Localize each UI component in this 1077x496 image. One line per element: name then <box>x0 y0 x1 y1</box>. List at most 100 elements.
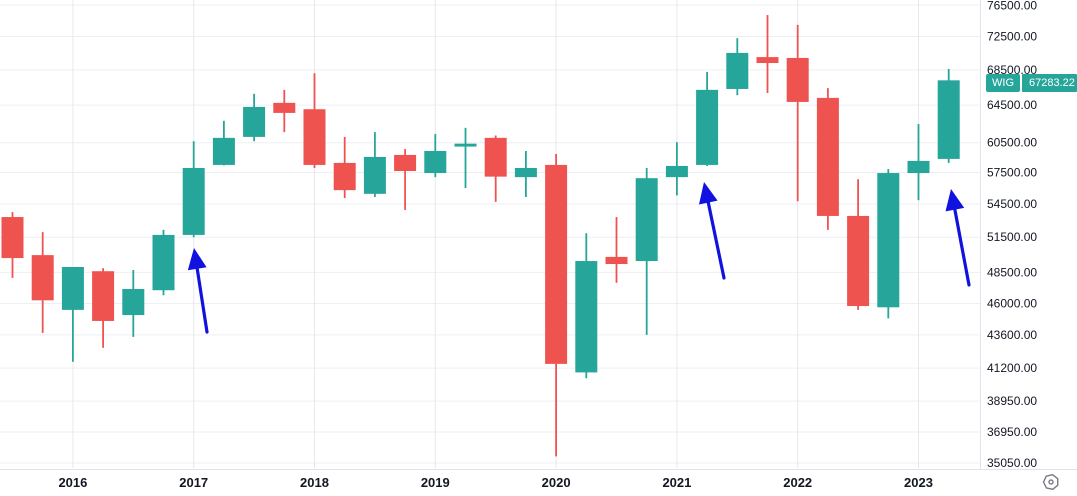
price-tick-label: 43600.00 <box>987 328 1037 342</box>
arrow-head <box>187 248 207 271</box>
candle-body <box>665 165 688 178</box>
candle-2016-Q1[interactable] <box>61 266 84 362</box>
candle-body <box>424 150 447 174</box>
arrow-annotation-2021-Q2[interactable] <box>698 182 726 280</box>
candle-body <box>514 167 537 178</box>
candle-2023-Q2[interactable] <box>937 68 960 163</box>
candle-body <box>243 106 266 137</box>
candle-2018-Q1[interactable] <box>303 73 326 168</box>
arrow-head <box>945 189 965 212</box>
candle-body <box>1 217 24 259</box>
candle-2021-Q1[interactable] <box>665 142 688 196</box>
arrow-shaft <box>195 264 209 334</box>
axis-divider-lines <box>0 0 1077 470</box>
candle-2018-Q4[interactable] <box>394 149 417 210</box>
candle-2018-Q2[interactable] <box>333 136 356 199</box>
arrow-shaft <box>706 198 726 280</box>
badge-symbol: WIG <box>986 74 1020 93</box>
candle-2019-Q4[interactable] <box>514 150 537 198</box>
candle-2022-Q3[interactable] <box>847 179 870 310</box>
price-axis[interactable] <box>980 0 1077 468</box>
candle-2019-Q1[interactable] <box>424 134 447 178</box>
gridlines <box>0 0 980 468</box>
candle-2020-Q3[interactable] <box>605 217 628 283</box>
candle-body <box>303 109 326 165</box>
candle-body <box>575 261 598 373</box>
candle-2019-Q3[interactable] <box>484 135 507 202</box>
arrow-annotations[interactable] <box>187 182 971 334</box>
last-price-badge: WIG 67283.22 <box>986 74 1077 93</box>
candle-body <box>756 57 779 64</box>
candle-body <box>273 102 296 113</box>
price-tick-label: 35050.00 <box>987 456 1037 470</box>
price-tick-label: 48500.00 <box>987 265 1037 279</box>
badge-value: 67283.22 <box>1022 74 1077 93</box>
candle-2016-Q2[interactable] <box>92 268 115 348</box>
year-label: 2021 <box>662 475 691 490</box>
candlestick-series[interactable] <box>1 15 960 457</box>
candle-body <box>847 215 870 307</box>
candle-body <box>394 154 417 172</box>
year-label: 2017 <box>179 475 208 490</box>
candle-body <box>816 97 839 216</box>
price-tick-label: 60500.00 <box>987 136 1037 150</box>
year-label: 2023 <box>904 475 933 490</box>
price-tick-label: 68500.00 <box>987 63 1037 77</box>
year-label: 2019 <box>421 475 450 490</box>
candle-2016-Q4[interactable] <box>152 229 175 296</box>
candle-body <box>907 160 930 174</box>
candle-2023-Q1[interactable] <box>907 124 930 201</box>
gear-icon <box>1042 473 1059 490</box>
price-tick-label: 54500.00 <box>987 197 1037 211</box>
price-tick-label: 36950.00 <box>987 425 1037 439</box>
candle-2017-Q4[interactable] <box>273 89 296 133</box>
price-tick-label: 64500.00 <box>987 98 1037 112</box>
candle-body <box>545 164 568 364</box>
candle-2019-Q2[interactable] <box>454 127 477 189</box>
year-label: 2016 <box>58 475 87 490</box>
candle-body <box>484 137 507 177</box>
price-tick-label: 51500.00 <box>987 230 1037 244</box>
candle-2022-Q4[interactable] <box>877 168 900 319</box>
candle-2022-Q2[interactable] <box>816 88 839 230</box>
candle-2020-Q2[interactable] <box>575 233 598 379</box>
candle-body <box>635 178 658 262</box>
candle-2015-Q4[interactable] <box>31 232 54 333</box>
arrow-annotation-2017-Q1[interactable] <box>187 248 209 334</box>
candle-2020-Q4[interactable] <box>635 167 658 335</box>
price-tick-label: 41200.00 <box>987 361 1037 375</box>
candle-body <box>605 256 628 265</box>
candle-2021-Q4[interactable] <box>756 15 779 93</box>
candle-2015-Q3[interactable] <box>1 212 24 278</box>
arrow-shaft <box>952 205 971 287</box>
candle-2017-Q1[interactable] <box>182 141 205 238</box>
price-tick-label: 76500.00 <box>987 0 1037 13</box>
candle-body <box>696 89 719 165</box>
candle-body <box>212 137 235 165</box>
arrow-head <box>698 182 718 205</box>
candle-2022-Q1[interactable] <box>786 24 809 202</box>
candle-body <box>454 143 477 147</box>
candle-2018-Q3[interactable] <box>363 132 386 198</box>
candle-2021-Q3[interactable] <box>726 38 749 96</box>
candle-body <box>937 80 960 159</box>
candle-body <box>152 234 175 291</box>
candle-body <box>726 52 749 89</box>
price-tick-label: 38950.00 <box>987 394 1037 408</box>
candle-body <box>61 266 84 310</box>
candle-2017-Q3[interactable] <box>243 93 266 142</box>
price-axis-labels: 76500.00 72500.00 68500.00 64500.00 60500.00… <box>987 0 1037 470</box>
price-scale-settings-button[interactable] <box>1041 472 1061 492</box>
candle-body <box>31 255 54 301</box>
candle-2016-Q3[interactable] <box>122 270 145 337</box>
candle-2017-Q2[interactable] <box>212 120 235 166</box>
arrow-annotation-2023-Q2[interactable] <box>945 189 971 287</box>
time-axis-labels: 2016 2017 2018 2019 2020 2021 2022 2023 <box>58 475 933 490</box>
price-tick-label: 46000.00 <box>987 296 1037 310</box>
candle-2020-Q1[interactable] <box>545 153 568 457</box>
candle-body <box>92 271 115 321</box>
candle-2021-Q2[interactable] <box>696 71 719 166</box>
time-axis[interactable] <box>0 468 980 496</box>
